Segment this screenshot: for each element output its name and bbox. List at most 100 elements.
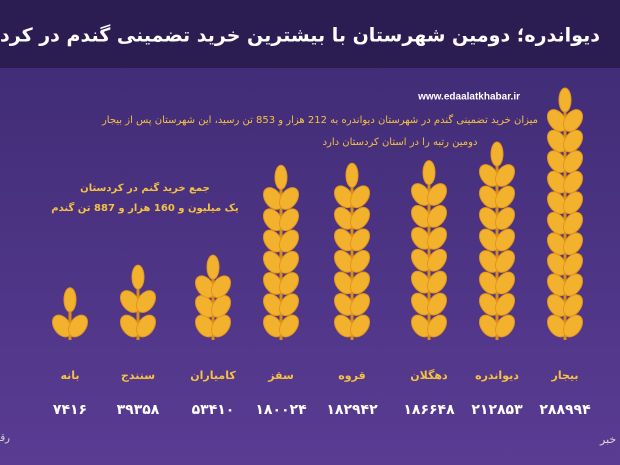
wheat-kernel (546, 191, 568, 215)
wheat-kernel (333, 293, 355, 316)
value-label: ۵۳۴۱۰ (192, 402, 235, 418)
wheat-kernel (194, 275, 216, 299)
wheat-kernel (210, 275, 232, 299)
category-label: بانه (60, 369, 79, 382)
wheat-kernel (349, 314, 371, 338)
wheat-bar (194, 254, 232, 340)
wheat-kernel (131, 264, 145, 290)
wheat-bar (51, 287, 89, 340)
wheat-kernel (410, 226, 432, 250)
category-label: سنندج (121, 369, 155, 383)
url: www.edaalatkhabar.ir (417, 92, 520, 103)
wheat-kernel (349, 185, 371, 209)
total-note: یک میلیون و 160 هزار و 887 تن گندم (51, 201, 239, 214)
wheat-kernel (562, 273, 584, 297)
category-label: سقز (267, 369, 294, 382)
wheat-kernel (426, 248, 448, 272)
wheat-kernel (546, 150, 568, 173)
wheat-bar (410, 160, 448, 340)
wheat-kernel (410, 183, 432, 206)
wheat-kernel (478, 250, 500, 273)
wheat-kernel (494, 314, 516, 338)
wheat-kernel (562, 129, 584, 153)
wheat-kernel (478, 271, 500, 295)
wheat-kernel (194, 314, 216, 338)
wheat-kernel (546, 211, 568, 235)
wheat-kernel (494, 207, 516, 230)
wheat-kernel (494, 271, 516, 295)
value-label: ۲۱۲۸۵۳ (471, 402, 523, 418)
wheat-kernel (562, 314, 584, 338)
wheat-kernel (262, 250, 284, 274)
wheat-kernel (278, 208, 300, 232)
wheat-kernel (274, 164, 288, 190)
annotation: دومین رتبه را در استان کردستان دارد (323, 137, 478, 148)
wheat-kernel (278, 229, 300, 253)
wheat-kernel (478, 164, 500, 187)
wheat-kernel (426, 183, 448, 206)
wheat-kernel (51, 314, 73, 338)
value-label: ۱۸۰۰۲۴ (255, 402, 307, 418)
wheat-kernel (333, 271, 355, 295)
value-label: ۳۹۳۵۸ (117, 402, 160, 418)
wheat-kernel (119, 290, 141, 313)
wheat-kernel (410, 248, 432, 272)
wheat-kernel (546, 129, 568, 153)
wheat-kernel (119, 314, 141, 338)
wheat-kernel (262, 208, 284, 232)
wheat-kernel (262, 187, 284, 210)
unit-note: رقم ها به تن می باشد (0, 433, 10, 444)
wheat-kernel (562, 191, 584, 215)
wheat-kernel (278, 187, 300, 210)
wheat-kernel (410, 292, 432, 316)
wheat-kernel (426, 292, 448, 316)
wheat-kernel (426, 314, 448, 338)
wheat-kernel (494, 164, 516, 187)
wheat-kernel (333, 228, 355, 252)
wheat-kernel (262, 314, 284, 338)
value-label: ۱۸۶۶۴۸ (403, 402, 455, 418)
wheat-kernel (349, 206, 371, 230)
wheat-kernel (558, 87, 572, 113)
value-label: ۱۸۲۹۴۲ (326, 402, 378, 418)
wheat-kernel (262, 229, 284, 253)
wheat-kernel (278, 250, 300, 274)
wheat-kernel (490, 141, 504, 167)
wheat-kernel (206, 254, 220, 280)
annotation: میزان خرید تضمینی گندم در شهرستان دیواند… (101, 114, 538, 126)
wheat-kernel (410, 314, 432, 338)
source: عدالت خبر (599, 433, 620, 446)
wheat-kernel (426, 205, 448, 228)
wheat-kernel (278, 272, 300, 295)
wheat-kernel (135, 290, 157, 313)
value-label: ۷۴۱۶ (53, 402, 87, 418)
wheat-kernel (349, 250, 371, 273)
wheat-kernel (546, 273, 568, 297)
wheat-kernel (345, 162, 359, 188)
wheat-kernel (278, 293, 300, 317)
wheat-kernel (349, 293, 371, 316)
wheat-kernel (546, 314, 568, 338)
wheat-bar (262, 164, 300, 340)
wheat-kernel (410, 270, 432, 294)
wheat-kernel (63, 287, 77, 313)
wheat-kernel (478, 207, 500, 230)
category-label: قروه (338, 369, 365, 382)
wheat-kernel (494, 293, 516, 316)
total-note: جمع خرید گنم در کردستان (80, 181, 210, 194)
wheat-kernel (494, 250, 516, 273)
wheat-kernel (546, 232, 568, 256)
wheat-kernel (562, 232, 584, 256)
wheat-kernel (349, 271, 371, 295)
wheat-bar (333, 162, 371, 340)
wheat-kernel (478, 185, 500, 209)
wheat-kernel (562, 294, 584, 317)
wheat-kernel (349, 228, 371, 252)
wheat-kernel (478, 293, 500, 316)
wheat-bar (546, 87, 584, 340)
title: دیواندره؛ دومین شهرستان با بیشترین خرید … (0, 24, 600, 47)
wheat-bar (478, 141, 516, 340)
value-label: ۲۸۸۹۹۴ (539, 402, 591, 418)
